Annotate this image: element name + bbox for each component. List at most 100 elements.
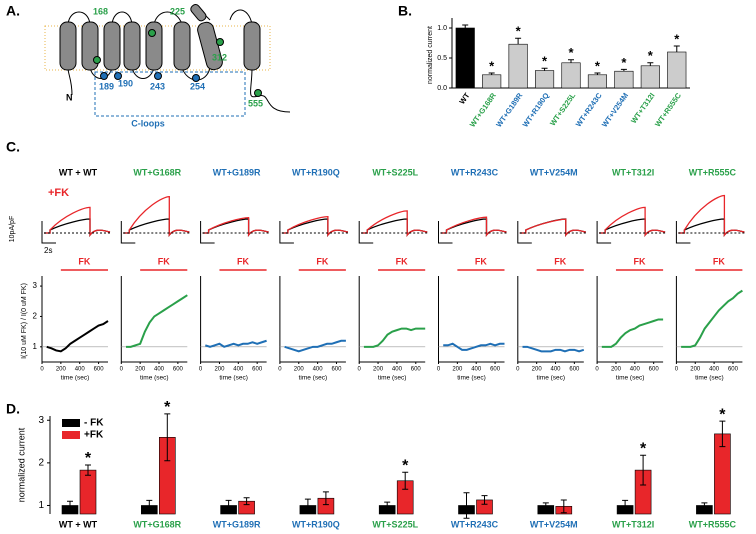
y-tick-label: 2 xyxy=(38,458,44,469)
time-course xyxy=(601,318,664,348)
drug-label: FK xyxy=(316,256,328,266)
x-tick-label: 400 xyxy=(551,367,562,373)
panel-label: C. xyxy=(6,139,20,155)
current-trace xyxy=(440,216,507,237)
bar xyxy=(482,74,502,89)
panel-title: WT+V254M xyxy=(530,167,578,177)
x-tick-label: WT+G168R xyxy=(133,519,181,529)
scale-bar xyxy=(200,221,215,244)
legend-label: +FK xyxy=(84,430,104,441)
error-bar xyxy=(488,72,495,75)
x-tick-label: WT+T312I xyxy=(612,519,654,529)
drug-label: FK xyxy=(475,256,487,266)
x-tick-label: WT+R555C xyxy=(653,91,683,129)
bar xyxy=(667,51,687,89)
x-tick-label: 400 xyxy=(392,367,403,373)
bar xyxy=(534,70,555,89)
time-course xyxy=(443,342,505,351)
error-bar xyxy=(622,499,629,512)
axis xyxy=(675,276,743,363)
residue: 555 xyxy=(248,98,263,108)
error-bar xyxy=(719,420,726,448)
x-axis-label: time (sec) xyxy=(537,375,566,382)
helices xyxy=(59,4,261,71)
x-tick-label: WT+V254M xyxy=(600,91,630,129)
scale-bar xyxy=(517,221,532,244)
significance: * xyxy=(402,457,409,474)
panel-title: WT+R190Q xyxy=(292,167,340,177)
trace-legend: +FK xyxy=(48,187,69,199)
significance: * xyxy=(595,58,601,73)
y-tick-label: 3 xyxy=(38,415,44,426)
error-bar xyxy=(462,24,469,28)
bar xyxy=(561,62,581,89)
x-tick-label: 200 xyxy=(611,367,622,373)
x-tick-label: 0 xyxy=(516,367,520,373)
current-trace xyxy=(599,206,666,237)
error-bar xyxy=(225,499,232,512)
scale-bar xyxy=(596,221,612,244)
scale-bar xyxy=(120,221,136,244)
scale-bar xyxy=(279,221,294,244)
y-tick-label: 0.5 xyxy=(437,55,447,62)
x-tick-label: 200 xyxy=(373,367,384,373)
legend-swatch xyxy=(62,419,80,427)
x-axis-label: time (sec) xyxy=(219,375,248,382)
scale-bar xyxy=(675,221,691,244)
significance: * xyxy=(85,450,92,467)
x-axis-label: time (sec) xyxy=(61,375,90,382)
scale-bar xyxy=(438,221,453,244)
bar xyxy=(79,469,97,515)
x-tick-label: 0 xyxy=(120,367,124,373)
error-bar xyxy=(701,502,708,509)
x-tick-label: WT+V254M xyxy=(530,519,578,529)
x-tick-label: 600 xyxy=(490,367,501,373)
scale-x-label: 2s xyxy=(44,246,52,255)
error-bar xyxy=(85,464,91,476)
x-tick-label: 200 xyxy=(690,367,701,373)
panel-title: WT+G168R xyxy=(133,167,181,177)
time-course xyxy=(205,339,267,348)
x-axis-label: time (sec) xyxy=(140,375,169,382)
x-tick-label: WT+G189R xyxy=(213,519,261,529)
error-bar xyxy=(67,500,73,511)
axis xyxy=(120,276,188,363)
time-course xyxy=(126,294,188,348)
bar xyxy=(508,43,528,89)
significance: * xyxy=(542,54,548,69)
panel-title: WT + WT xyxy=(59,167,98,177)
x-tick-label: 400 xyxy=(630,367,641,373)
x-tick-label: 400 xyxy=(75,367,86,373)
x-tick-label: 200 xyxy=(532,367,543,373)
y-tick-label: 2 xyxy=(33,312,38,321)
panel-label: A. xyxy=(6,3,20,19)
panel-label: B. xyxy=(398,3,412,19)
error-bar xyxy=(640,454,647,486)
panel-title: WT+G189R xyxy=(213,167,261,177)
error-bar xyxy=(304,498,311,513)
scale-bar xyxy=(358,221,374,244)
x-tick-label: 0 xyxy=(199,367,203,373)
significance: * xyxy=(674,31,680,46)
x-tick-label: WT+R190Q xyxy=(292,519,340,529)
error-bar xyxy=(673,45,680,52)
significance: * xyxy=(164,399,171,416)
time-course xyxy=(681,289,743,348)
time-course xyxy=(522,345,585,353)
x-tick-label: WT+R555C xyxy=(689,519,737,529)
x-axis-label: time (sec) xyxy=(299,375,328,382)
significance: * xyxy=(640,440,647,457)
x-tick-label: 400 xyxy=(154,367,165,373)
significance: * xyxy=(621,55,627,70)
x-tick-label: 200 xyxy=(135,367,146,373)
error-bar xyxy=(402,471,409,490)
x-tick-label: 600 xyxy=(331,367,342,373)
error-bar xyxy=(620,68,627,72)
x-tick-label: 400 xyxy=(471,367,482,373)
error-bar xyxy=(481,495,488,505)
n-terminus: N xyxy=(66,92,73,102)
error-bar xyxy=(647,62,654,66)
error-bar xyxy=(384,501,391,510)
significance: * xyxy=(719,406,726,423)
